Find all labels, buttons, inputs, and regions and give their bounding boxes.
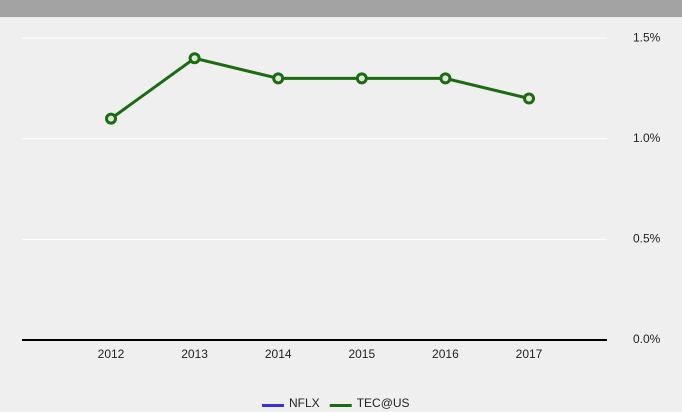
series-line [110, 56, 530, 120]
data-point [523, 92, 535, 105]
y-tick-label: 0.0% [633, 332, 661, 346]
x-tick-label: 2012 [98, 347, 125, 361]
y-tick-label: 1.5% [633, 30, 661, 44]
x-tick-label: 2015 [348, 347, 375, 361]
data-point [105, 112, 117, 125]
y-tick-label: 1.0% [633, 131, 661, 145]
x-tick-label: 2016 [432, 347, 459, 361]
legend-label: NFLX [289, 396, 320, 410]
data-point [188, 52, 201, 65]
x-tick-label: 2017 [516, 347, 543, 361]
y-tick-label: 0.5% [633, 232, 661, 246]
legend-label: TEC@US [357, 396, 410, 410]
x-tick-label: 2014 [265, 347, 292, 361]
data-point [272, 72, 285, 85]
legend-swatch [262, 404, 284, 407]
data-point [439, 72, 452, 85]
legend-swatch [329, 404, 352, 407]
x-tick-label: 2013 [181, 347, 208, 361]
header-bar [0, 0, 682, 17]
data-point [355, 72, 368, 85]
